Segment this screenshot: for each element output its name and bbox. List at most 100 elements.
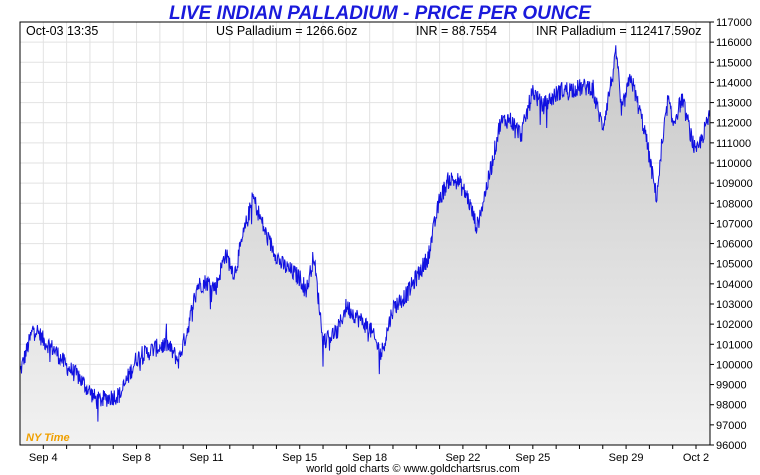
data-point bbox=[438, 198, 441, 201]
y-tick-label: 105000 bbox=[716, 259, 753, 271]
data-point bbox=[214, 286, 217, 289]
y-tick-label: 110000 bbox=[716, 158, 752, 170]
x-tick-label: Oct 2 bbox=[683, 452, 709, 464]
inr-rate-label: INR = 88.7554 bbox=[416, 24, 497, 38]
data-point bbox=[205, 280, 208, 283]
data-point bbox=[95, 399, 98, 402]
data-point bbox=[520, 133, 523, 136]
data-point bbox=[65, 365, 68, 368]
data-point bbox=[135, 357, 138, 360]
timezone-label: NY Time bbox=[26, 432, 70, 444]
y-tick-label: 104000 bbox=[716, 279, 753, 291]
data-point bbox=[615, 51, 618, 54]
data-point bbox=[391, 307, 394, 310]
x-tick-label: Sep 4 bbox=[29, 452, 58, 464]
data-point bbox=[655, 196, 658, 199]
x-tick-label: Sep 25 bbox=[515, 452, 550, 464]
plot-border bbox=[19, 21, 711, 446]
data-point bbox=[177, 359, 180, 362]
y-tick-label: 108000 bbox=[716, 198, 753, 210]
data-point bbox=[380, 353, 383, 356]
y-tick-label: 111000 bbox=[716, 138, 751, 150]
x-tick-label: Sep 11 bbox=[189, 452, 223, 464]
x-tick-label: Sep 22 bbox=[445, 452, 480, 464]
y-axis: 96000 97000 98000 99000 100000 101000 102000 10… bbox=[710, 17, 753, 452]
data-point bbox=[322, 339, 325, 342]
chart-title: LIVE INDIAN PALLADIUM - PRICE PER OUNCE bbox=[169, 3, 592, 24]
data-point bbox=[32, 325, 35, 328]
data-point bbox=[681, 97, 684, 100]
data-point bbox=[447, 178, 450, 181]
y-tick-label: 98000 bbox=[716, 400, 747, 412]
data-point bbox=[499, 121, 502, 124]
x-tick-label: Sep 29 bbox=[609, 452, 644, 464]
data-point bbox=[531, 89, 534, 92]
data-point bbox=[77, 375, 80, 378]
data-point bbox=[457, 180, 460, 183]
data-point bbox=[426, 256, 429, 259]
data-point bbox=[368, 327, 371, 330]
y-tick-label: 97000 bbox=[716, 420, 747, 432]
timestamp-label: Oct-03 13:35 bbox=[26, 24, 98, 38]
data-point bbox=[42, 339, 45, 342]
data-point bbox=[345, 305, 348, 308]
x-tick-label: Sep 18 bbox=[352, 452, 387, 464]
data-point bbox=[671, 123, 674, 126]
data-point bbox=[475, 226, 478, 229]
data-point bbox=[53, 349, 56, 352]
data-point bbox=[541, 105, 544, 108]
data-point bbox=[165, 343, 168, 346]
data-point bbox=[590, 85, 593, 88]
data-point bbox=[508, 117, 511, 120]
data-point bbox=[667, 97, 670, 100]
data-point bbox=[405, 292, 408, 295]
y-tick-label: 114000 bbox=[716, 77, 752, 89]
data-point bbox=[252, 196, 255, 199]
y-tick-label: 117000 bbox=[716, 17, 752, 29]
data-point bbox=[154, 347, 157, 350]
y-tick-label: 100000 bbox=[716, 359, 753, 371]
credit-label: world gold charts © www.goldchartsrus.co… bbox=[305, 463, 520, 475]
y-tick-label: 106000 bbox=[716, 239, 753, 251]
data-point bbox=[119, 393, 122, 396]
data-point bbox=[466, 196, 469, 199]
x-tick-label: Sep 8 bbox=[122, 452, 151, 464]
data-point bbox=[224, 252, 227, 255]
data-point bbox=[601, 125, 604, 128]
data-point bbox=[266, 236, 269, 239]
x-axis: Sep 4 Sep 8 Sep 11 Sep 15 Sep 18 Sep 22 Sep 25… bbox=[29, 445, 709, 464]
data-point bbox=[643, 129, 646, 132]
data-point bbox=[305, 288, 308, 291]
y-tick-label: 109000 bbox=[716, 178, 753, 190]
data-point bbox=[559, 89, 562, 92]
data-point bbox=[298, 276, 301, 279]
price-area-fill bbox=[20, 45, 710, 446]
data-point bbox=[695, 153, 698, 156]
y-tick-label: 107000 bbox=[716, 218, 753, 230]
y-tick-label: 96000 bbox=[716, 440, 747, 452]
data-point bbox=[336, 331, 339, 334]
y-tick-label: 112000 bbox=[716, 118, 752, 130]
data-point bbox=[280, 262, 283, 265]
data-point bbox=[357, 317, 360, 320]
x-tick-label: Sep 15 bbox=[282, 452, 317, 464]
us-price-label: US Palladium = 1266.6oz bbox=[216, 24, 357, 38]
data-point bbox=[620, 111, 623, 114]
y-tick-label: 101000 bbox=[716, 339, 753, 351]
y-tick-label: 99000 bbox=[716, 380, 747, 392]
data-point bbox=[489, 168, 492, 171]
data-point bbox=[233, 272, 236, 275]
y-tick-label: 102000 bbox=[716, 319, 753, 331]
y-tick-label: 113000 bbox=[716, 98, 752, 110]
data-point bbox=[196, 284, 199, 287]
price-line bbox=[19, 45, 711, 422]
data-point bbox=[242, 232, 245, 235]
data-point bbox=[186, 327, 189, 330]
data-point bbox=[629, 75, 632, 78]
inr-price-label: INR Palladium = 112417.59oz bbox=[536, 24, 702, 38]
data-point bbox=[312, 254, 315, 257]
y-tick-label: 115000 bbox=[716, 57, 752, 69]
y-tick-label: 103000 bbox=[716, 299, 753, 311]
y-tick-label: 116000 bbox=[716, 37, 752, 49]
